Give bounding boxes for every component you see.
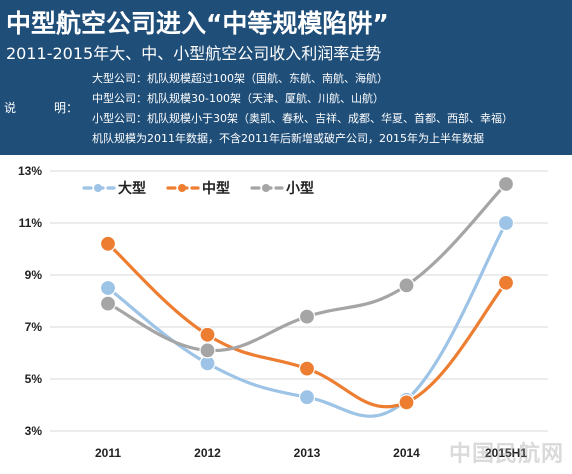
data-point bbox=[497, 175, 515, 193]
y-tick-label: 5% bbox=[25, 372, 43, 386]
data-point bbox=[298, 308, 316, 325]
legend-marker bbox=[94, 184, 102, 192]
y-tick-label: 9% bbox=[25, 268, 43, 282]
note-data-remark: 机队规模为2011年数据，不含2011年后新增或破产公司，2015年为上半年数据 bbox=[92, 132, 484, 145]
x-tick-label: 2011 bbox=[95, 446, 121, 460]
series-line bbox=[106, 242, 508, 409]
note-medium-airlines: 中型公司：机队规模30-100架（天津、厦航、川航、山航） bbox=[92, 92, 384, 105]
data-point bbox=[199, 342, 216, 359]
data-point bbox=[497, 214, 515, 232]
line-chart: 3% 5% 7% 9% 11% 13% 2011 2012 2013 2014 2015H1 大型 中型… bbox=[18, 164, 548, 460]
data-point bbox=[398, 277, 415, 294]
legend-label: 大型 bbox=[118, 180, 146, 197]
data-point bbox=[298, 389, 316, 406]
note-large-airlines: 大型公司：机队规模超过100架（国航、东航、南航、海航） bbox=[92, 72, 388, 85]
series-line bbox=[106, 182, 508, 353]
note-label: 说 明： bbox=[4, 99, 78, 116]
data-point bbox=[398, 394, 415, 411]
page-subtitle: 2011-2015年大、中、小型航空公司收入利润率走势 bbox=[6, 44, 382, 63]
legend-label: 中型 bbox=[202, 180, 230, 197]
legend-marker bbox=[262, 184, 270, 192]
note-small-airlines: 小型公司：机队规模小于30架（奥凯、春秋、吉祥、成都、华夏、首都、西部、幸福） bbox=[92, 112, 513, 125]
y-tick-label: 7% bbox=[25, 320, 43, 334]
y-tick-label: 11% bbox=[19, 216, 43, 230]
x-tick-label: 2015H1 bbox=[485, 446, 527, 460]
x-tick-label: 2012 bbox=[194, 446, 221, 460]
data-point bbox=[497, 274, 515, 291]
watermark-logo: 中国民航网 bbox=[448, 442, 564, 467]
legend-label: 小型 bbox=[286, 180, 314, 197]
y-tick-label: 3% bbox=[25, 424, 43, 438]
data-point bbox=[99, 235, 117, 252]
data-point bbox=[298, 360, 316, 377]
header-banner: 中型航空公司进入“中等规模陷阱” 2011-2015年大、中、小型航空公司收入利… bbox=[0, 0, 572, 155]
page-title: 中型航空公司进入“中等规模陷阱” bbox=[6, 9, 389, 38]
note-label-part-1: 说 bbox=[4, 101, 17, 115]
x-tick-label: 2013 bbox=[294, 446, 321, 460]
data-point bbox=[199, 326, 216, 343]
chart-area: 3% 5% 7% 9% 11% 13% 2011 2012 2013 2014 2015H1 大型 中型… bbox=[0, 155, 572, 474]
legend-marker bbox=[178, 184, 186, 192]
data-point bbox=[99, 279, 117, 297]
y-tick-label: 13% bbox=[18, 164, 42, 178]
note-label-part-2: 明： bbox=[54, 101, 79, 115]
data-point bbox=[99, 295, 117, 312]
x-tick-label: 2014 bbox=[393, 446, 420, 460]
